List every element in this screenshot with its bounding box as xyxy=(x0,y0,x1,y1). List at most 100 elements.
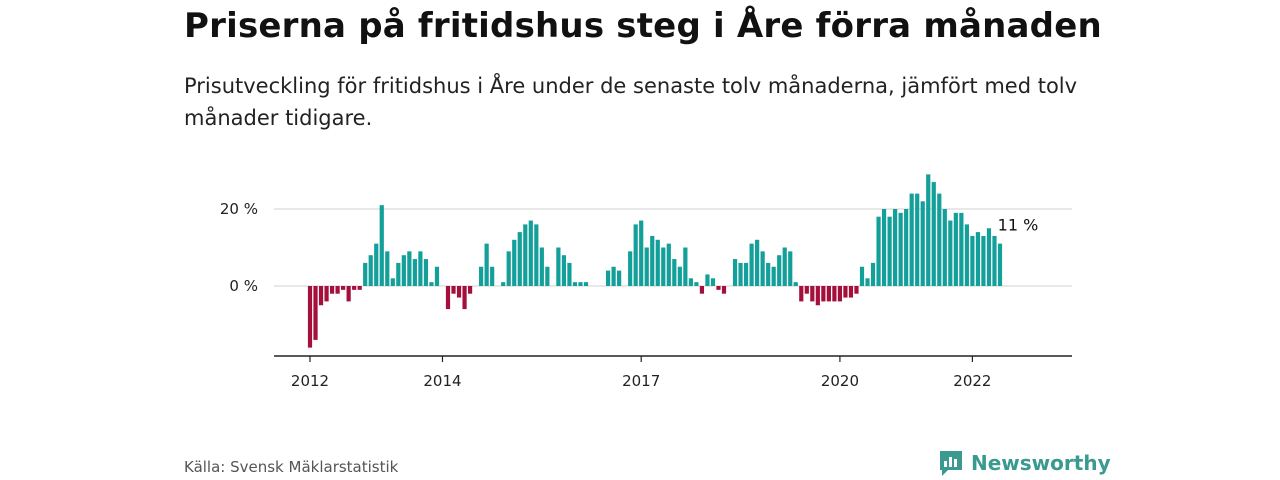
bar xyxy=(363,262,368,286)
bar xyxy=(937,193,942,286)
bar xyxy=(904,209,909,286)
bar xyxy=(523,224,528,286)
bar xyxy=(837,286,843,302)
bar xyxy=(633,224,638,286)
bars xyxy=(307,174,1003,348)
bar xyxy=(854,286,859,294)
bar xyxy=(639,220,644,286)
bar xyxy=(694,282,699,286)
bar xyxy=(534,224,539,286)
bar xyxy=(379,205,384,286)
bar xyxy=(407,251,412,286)
newsworthy-logo-icon xyxy=(940,451,962,476)
bar xyxy=(909,193,914,286)
bar xyxy=(777,255,782,286)
bar xyxy=(655,239,660,286)
bar xyxy=(738,262,743,286)
bar xyxy=(688,278,693,286)
bar xyxy=(793,282,798,286)
bar xyxy=(920,201,925,286)
bar xyxy=(986,228,992,286)
bar xyxy=(501,282,506,286)
bar xyxy=(749,243,754,286)
bar xyxy=(578,282,583,286)
bar xyxy=(859,266,865,286)
bar xyxy=(699,286,705,294)
bar xyxy=(705,274,710,286)
annotations: 11 % xyxy=(998,216,1039,235)
x-tick-label: 2022 xyxy=(953,372,991,390)
bar xyxy=(418,251,423,286)
bar xyxy=(848,286,854,298)
bar xyxy=(572,282,578,286)
bar xyxy=(456,286,462,298)
bar xyxy=(556,247,561,286)
bar xyxy=(396,262,401,286)
bar xyxy=(644,247,649,286)
bar xyxy=(672,259,677,286)
bar xyxy=(677,266,682,286)
chart-title: Priserna på fritidshus steg i Åre förra … xyxy=(184,6,1102,46)
bar xyxy=(445,286,451,310)
bar xyxy=(716,286,721,290)
bar xyxy=(755,239,760,286)
bar xyxy=(959,212,964,286)
bar xyxy=(881,209,887,286)
bar xyxy=(467,286,473,294)
bar xyxy=(374,243,379,286)
bar xyxy=(324,286,329,302)
bar xyxy=(368,255,373,286)
bar xyxy=(760,251,765,286)
brand-name: Newsworthy xyxy=(971,451,1111,475)
bar xyxy=(583,282,589,286)
x-tick-label: 2020 xyxy=(821,372,859,390)
bar xyxy=(843,286,848,298)
bar xyxy=(732,259,738,286)
bar xyxy=(429,282,434,286)
bar xyxy=(313,286,318,340)
bar xyxy=(490,266,495,286)
bar xyxy=(981,235,986,286)
bar xyxy=(810,286,815,302)
bar xyxy=(948,220,953,286)
bar xyxy=(512,239,517,286)
bar xyxy=(517,232,522,286)
bar xyxy=(832,286,837,302)
bar xyxy=(434,266,440,286)
bar xyxy=(318,286,324,306)
brand-logo: Newsworthy xyxy=(938,449,1111,477)
bar xyxy=(804,286,809,294)
bar xyxy=(799,286,804,302)
bar xyxy=(926,174,931,286)
bar xyxy=(539,247,544,286)
bar xyxy=(462,286,467,310)
source-note: Källa: Svensk Mäklarstatistik xyxy=(184,458,399,476)
bar xyxy=(341,286,346,290)
bar xyxy=(992,235,997,286)
bar xyxy=(346,286,351,302)
bar xyxy=(506,251,511,286)
bar xyxy=(561,255,567,286)
x-tick-label: 2017 xyxy=(622,372,660,390)
bar xyxy=(826,286,831,302)
bar xyxy=(893,209,898,286)
bar xyxy=(876,216,881,286)
bar xyxy=(743,262,749,286)
bar xyxy=(479,266,484,286)
x-tick-label: 2012 xyxy=(291,372,329,390)
bar xyxy=(887,216,892,286)
bar xyxy=(412,259,417,286)
bar xyxy=(782,247,787,286)
bar xyxy=(357,286,362,290)
bar xyxy=(666,243,671,286)
x-tick-label: 2014 xyxy=(423,372,461,390)
bar xyxy=(870,262,876,286)
bar xyxy=(710,278,716,286)
bar xyxy=(898,212,903,286)
x-tick-labels: 2012 2014 2017 2020 2022 xyxy=(291,356,991,390)
bar xyxy=(650,235,655,286)
bar xyxy=(788,251,793,286)
chart-subtitle: Prisutveckling för fritidshus i Åre unde… xyxy=(184,74,1078,130)
y-tick-label: 0 % xyxy=(229,277,258,295)
